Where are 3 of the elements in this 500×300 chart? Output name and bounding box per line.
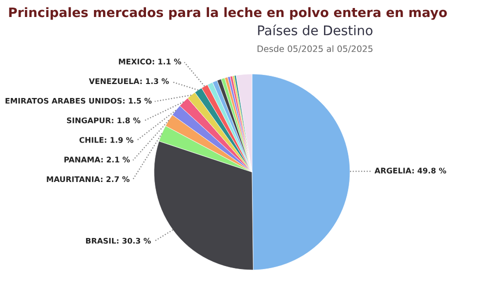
text: Desde 05/2025 al 05/2025 <box>258 45 372 53</box>
chart-subtitle: Países de Destino <box>258 24 372 36</box>
chart-title: Principales mercados para la leche en polvo entera en mayo <box>9 7 447 20</box>
